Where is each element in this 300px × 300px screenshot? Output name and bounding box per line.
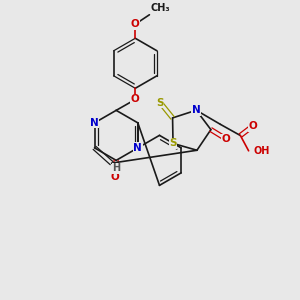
Text: O: O [110,172,119,182]
Text: OH: OH [254,146,270,156]
Text: O: O [131,19,140,29]
Text: N: N [90,118,99,128]
Text: N: N [134,143,142,153]
Text: CH₃: CH₃ [151,3,170,13]
Text: H: H [112,163,121,173]
Text: S: S [169,138,177,148]
Text: O: O [131,94,140,104]
Text: O: O [248,121,257,131]
Text: O: O [222,134,230,144]
Text: N: N [192,105,201,115]
Text: S: S [157,98,164,108]
